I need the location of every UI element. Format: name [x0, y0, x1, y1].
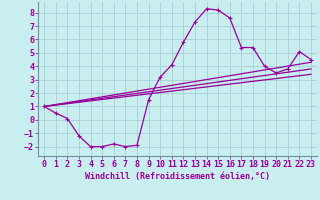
X-axis label: Windchill (Refroidissement éolien,°C): Windchill (Refroidissement éolien,°C)	[85, 172, 270, 181]
